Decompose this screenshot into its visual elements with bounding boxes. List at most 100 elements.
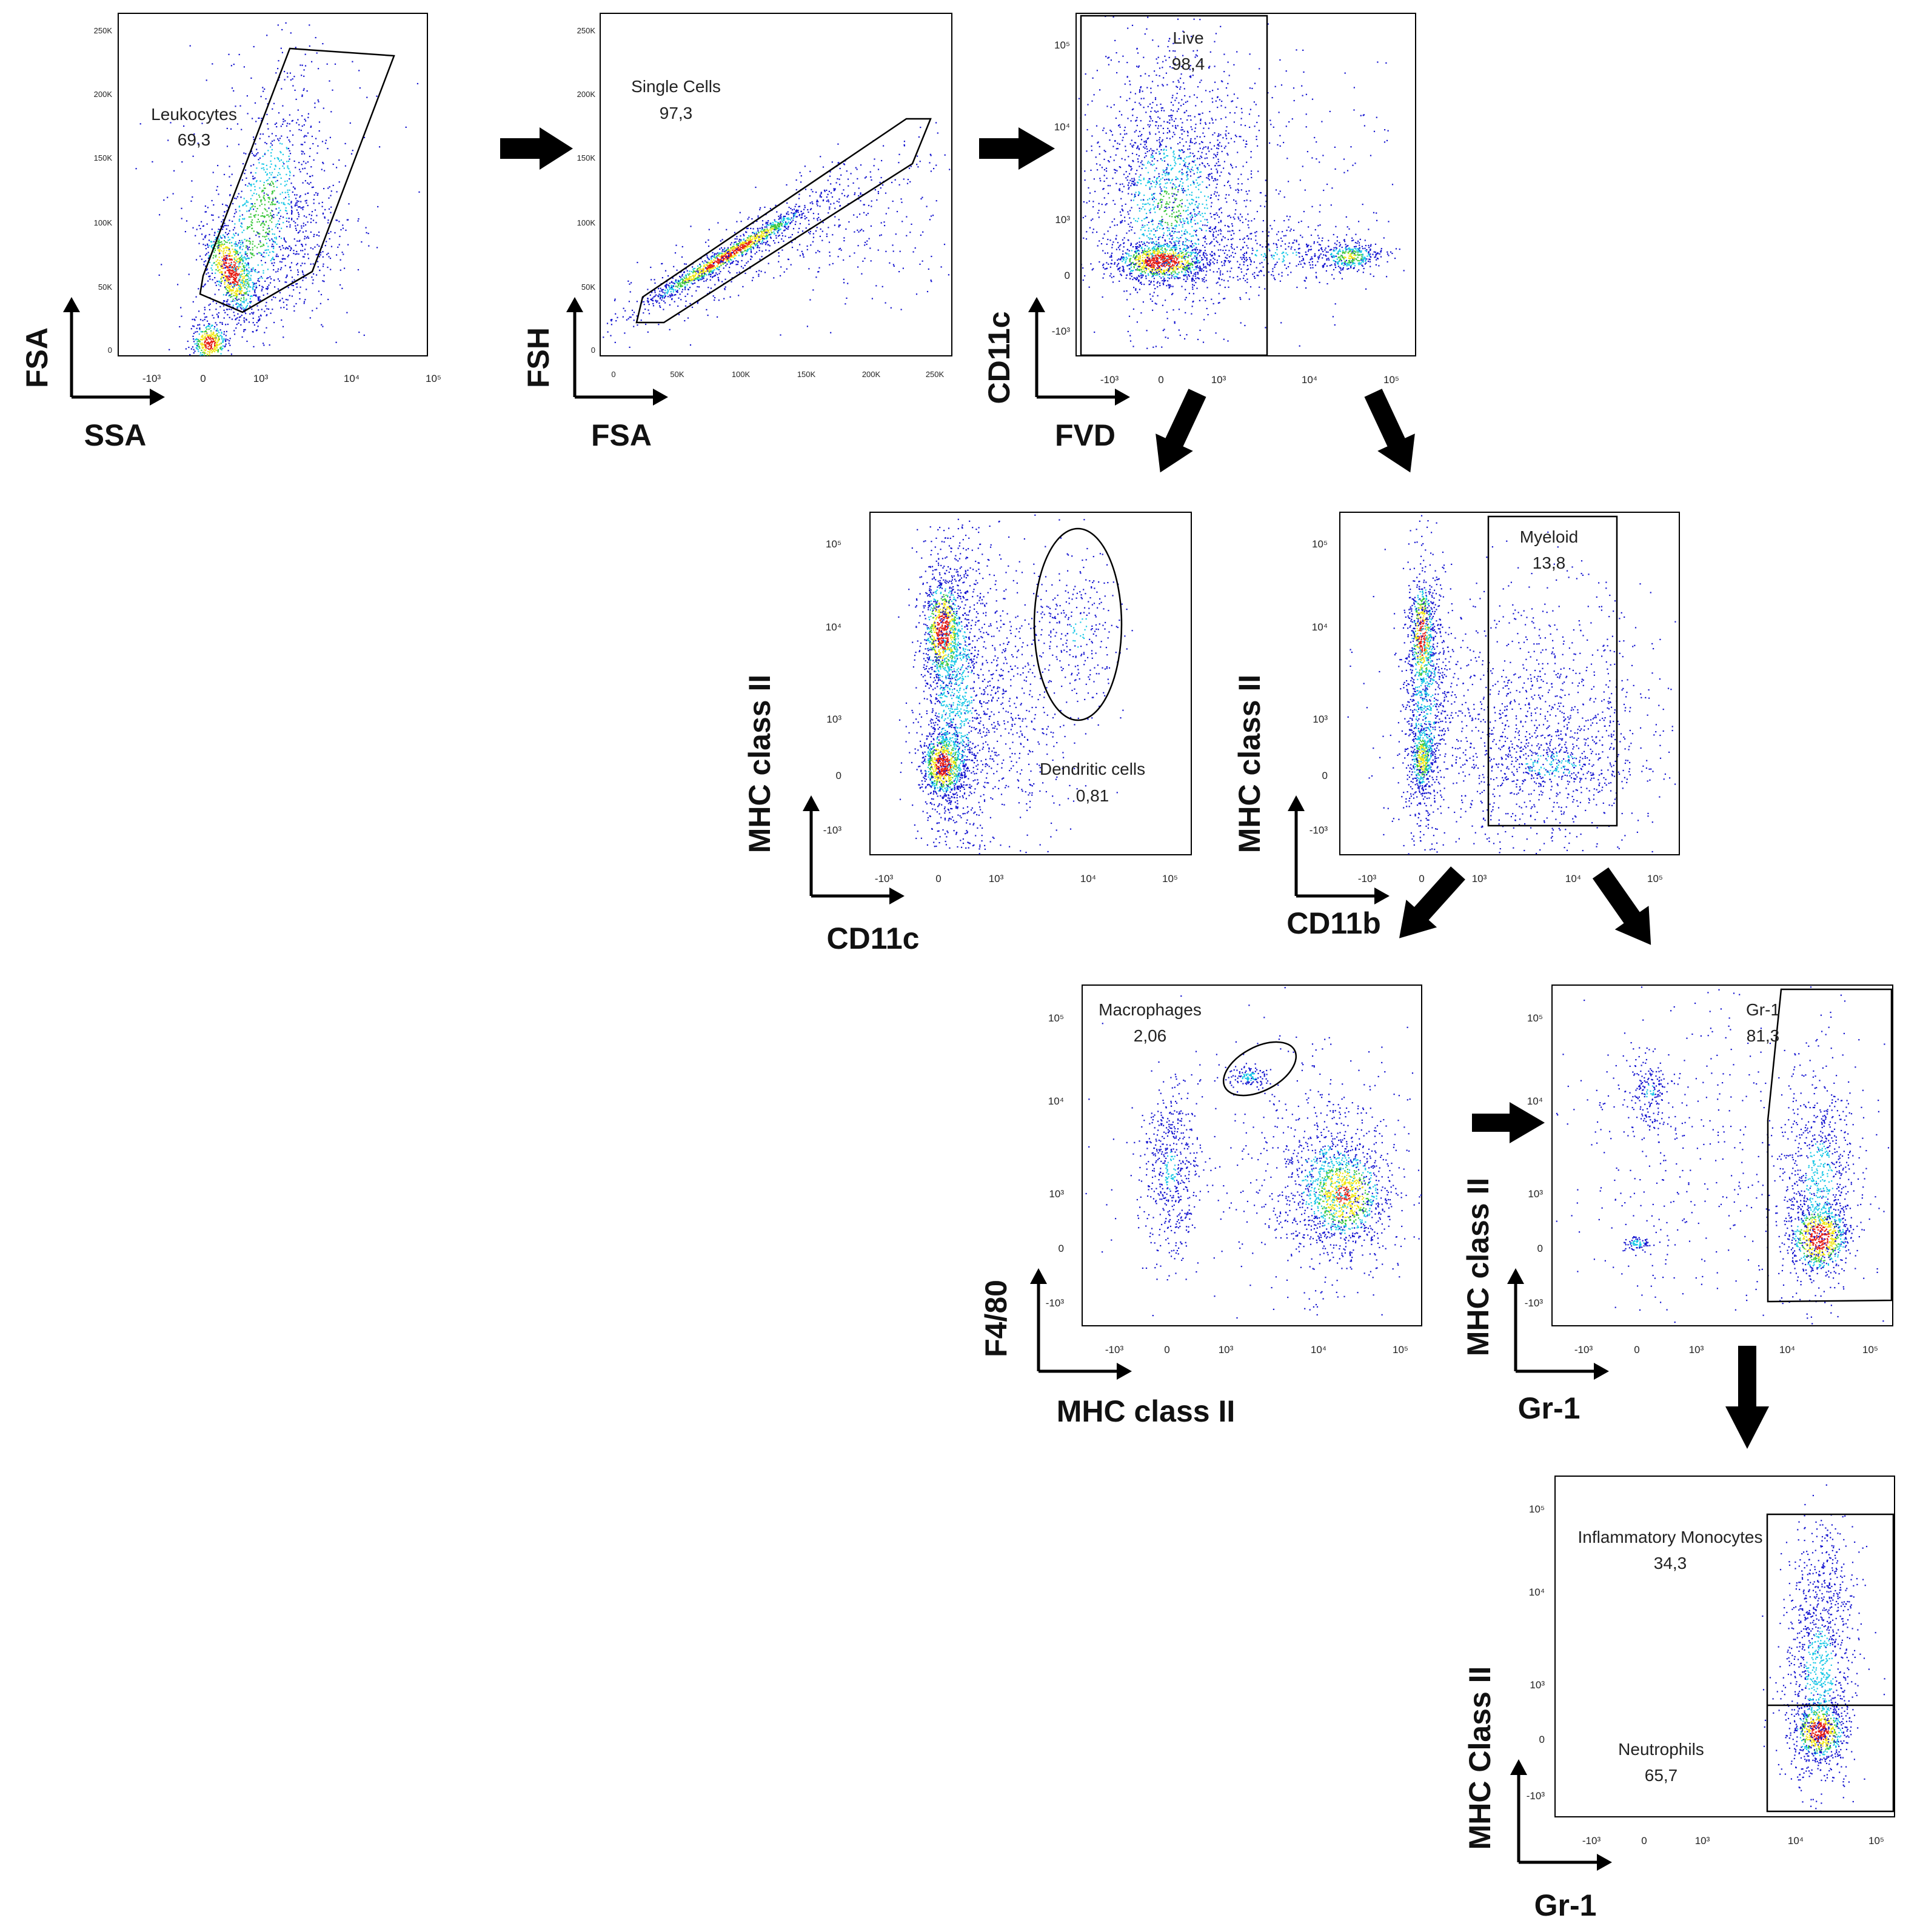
event-dot	[275, 297, 276, 298]
event-dot	[295, 222, 296, 223]
event-dot	[252, 241, 253, 242]
event-dot	[231, 245, 232, 246]
event-dot	[242, 232, 243, 233]
event-dot	[275, 241, 276, 242]
event-dot	[246, 265, 247, 266]
event-dot	[294, 161, 295, 162]
event-dot	[795, 213, 796, 214]
event-dot	[247, 258, 248, 259]
event-dot	[649, 313, 650, 314]
event-dot	[760, 231, 761, 232]
event-dot	[236, 212, 237, 213]
event-dot	[243, 286, 244, 287]
event-dot	[229, 230, 230, 232]
event-dot	[212, 265, 213, 266]
event-dot	[647, 298, 648, 299]
event-dot	[297, 119, 298, 120]
event-dot	[256, 193, 257, 195]
event-dot	[235, 267, 236, 268]
event-dot	[266, 327, 267, 329]
event-dot	[831, 192, 832, 193]
event-dot	[199, 228, 201, 229]
event-dot	[774, 221, 775, 222]
event-dot	[208, 341, 209, 343]
event-dot	[260, 246, 261, 247]
event-dot	[304, 142, 306, 143]
event-dot	[227, 234, 228, 235]
event-dot	[333, 185, 334, 186]
event-dot	[261, 276, 262, 277]
event-dot	[254, 290, 255, 292]
event-dot	[307, 90, 308, 92]
event-dot	[252, 219, 253, 221]
event-dot	[190, 45, 191, 47]
event-dot	[249, 313, 250, 315]
event-dot	[266, 308, 267, 309]
event-dot	[261, 204, 263, 205]
event-dot	[200, 319, 201, 320]
event-dot	[222, 274, 223, 275]
event-dot	[289, 226, 290, 227]
event-dot	[221, 264, 222, 265]
event-dot	[202, 244, 204, 245]
event-dot	[224, 174, 225, 175]
event-dot	[304, 238, 305, 239]
event-dot	[305, 54, 306, 55]
event-dot	[263, 295, 264, 296]
event-dot	[287, 180, 288, 181]
event-dot	[249, 279, 250, 281]
event-dot	[264, 236, 266, 237]
event-dot	[226, 335, 227, 336]
event-dot	[223, 305, 224, 306]
plot-1-xtick: -10³	[142, 373, 161, 384]
event-dot	[271, 164, 272, 165]
event-dot	[229, 250, 230, 251]
event-dot	[244, 301, 245, 302]
event-dot	[281, 48, 282, 49]
event-dot	[322, 251, 323, 252]
event-dot	[266, 193, 267, 195]
event-dot	[740, 241, 741, 242]
event-dot	[322, 141, 323, 142]
event-dot	[286, 304, 287, 306]
event-dot	[734, 258, 735, 259]
event-dot	[221, 243, 222, 244]
event-dot	[215, 264, 216, 266]
event-dot	[236, 288, 237, 289]
event-dot	[213, 332, 214, 333]
event-dot	[712, 270, 714, 271]
event-dot	[215, 282, 216, 283]
event-dot	[215, 338, 216, 339]
event-dot	[761, 241, 763, 242]
event-dot	[244, 287, 246, 288]
event-dot	[198, 351, 199, 352]
event-dot	[233, 233, 234, 235]
event-dot	[343, 253, 344, 255]
plot-1-xtick: 10³	[253, 373, 269, 384]
event-dot	[284, 181, 286, 182]
event-dot	[209, 354, 210, 355]
event-dot	[224, 310, 225, 311]
event-dot	[250, 278, 251, 279]
event-dot	[310, 166, 312, 167]
event-dot	[284, 281, 286, 282]
event-dot	[274, 233, 275, 235]
event-dot	[253, 215, 255, 216]
plot-1-x-arrowhead-icon	[150, 389, 165, 406]
event-dot	[226, 246, 227, 247]
event-dot	[233, 284, 235, 286]
event-dot	[222, 244, 224, 246]
event-dot	[219, 272, 220, 273]
event-dot	[199, 341, 201, 343]
plot-1-xtick: 0	[200, 373, 206, 384]
event-dot	[229, 286, 230, 287]
event-dot	[221, 272, 222, 273]
plot-1-ytick: 50K	[98, 282, 112, 292]
event-dot	[303, 232, 304, 233]
event-dot	[213, 338, 215, 339]
event-dot	[331, 246, 332, 247]
event-dot	[267, 123, 268, 124]
event-dot	[255, 189, 256, 190]
event-dot	[258, 219, 259, 220]
event-dot	[267, 249, 269, 250]
